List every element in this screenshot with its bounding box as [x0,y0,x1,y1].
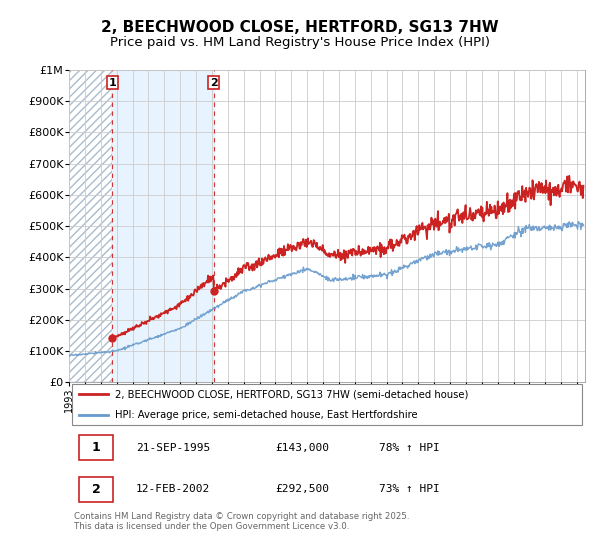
FancyBboxPatch shape [71,384,583,425]
Text: Contains HM Land Registry data © Crown copyright and database right 2025.
This d: Contains HM Land Registry data © Crown c… [74,512,410,531]
Text: 12-FEB-2002: 12-FEB-2002 [136,484,211,494]
Text: Price paid vs. HM Land Registry's House Price Index (HPI): Price paid vs. HM Land Registry's House … [110,36,490,49]
Text: 2, BEECHWOOD CLOSE, HERTFORD, SG13 7HW (semi-detached house): 2, BEECHWOOD CLOSE, HERTFORD, SG13 7HW (… [115,389,469,399]
Text: 1: 1 [109,78,116,88]
Text: 2: 2 [92,483,101,496]
Bar [69,70,112,382]
Bar [69,70,112,382]
Text: HPI: Average price, semi-detached house, East Hertfordshire: HPI: Average price, semi-detached house,… [115,410,418,419]
FancyBboxPatch shape [79,477,113,502]
Text: 2, BEECHWOOD CLOSE, HERTFORD, SG13 7HW: 2, BEECHWOOD CLOSE, HERTFORD, SG13 7HW [101,20,499,35]
Bar [112,70,214,382]
Text: 1: 1 [92,441,101,454]
Text: 78% ↑ HPI: 78% ↑ HPI [379,442,439,452]
Text: 73% ↑ HPI: 73% ↑ HPI [379,484,439,494]
Text: 2: 2 [210,78,218,88]
FancyBboxPatch shape [79,435,113,460]
Text: 21-SEP-1995: 21-SEP-1995 [136,442,211,452]
Text: £292,500: £292,500 [275,484,329,494]
Text: £143,000: £143,000 [275,442,329,452]
